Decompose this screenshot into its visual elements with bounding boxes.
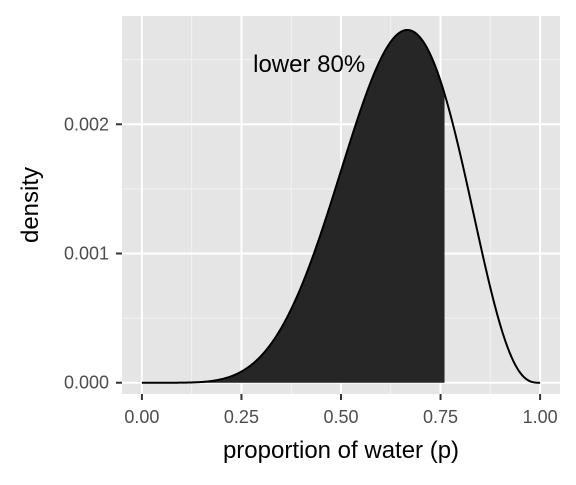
x-tick-label: 0.25 <box>224 407 259 427</box>
density-curve <box>141 28 541 384</box>
x-axis: 0.00 0.25 0.50 0.75 1.00 <box>124 394 558 427</box>
x-tick-label: 0.50 <box>323 407 358 427</box>
y-axis-title: density <box>17 167 44 243</box>
y-tick-label: 0.001 <box>64 244 109 264</box>
lower-80-shaded-area <box>141 29 445 383</box>
y-tick-label: 0.002 <box>64 114 109 134</box>
x-tick-label: 0.00 <box>124 407 159 427</box>
y-axis: 0.000 0.001 0.002 <box>64 114 122 393</box>
annotation-label: lower 80% <box>253 51 365 78</box>
x-axis-title: proportion of water (p) <box>223 437 459 464</box>
x-tick-label: 1.00 <box>523 407 558 427</box>
y-tick-label: 0.000 <box>64 373 109 393</box>
x-tick-label: 0.75 <box>423 407 458 427</box>
